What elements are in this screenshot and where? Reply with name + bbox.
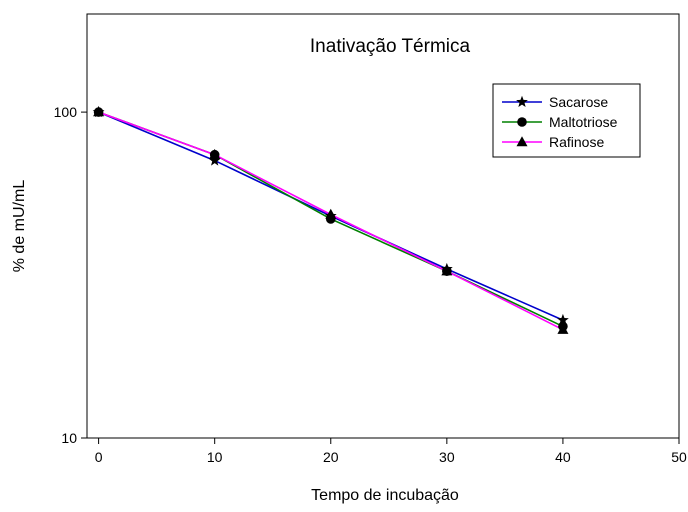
legend-marker-sacarose (516, 95, 528, 108)
data-point-rafinose (557, 323, 569, 334)
data-point-rafinose (209, 148, 221, 159)
y-tick-label: 100 (54, 104, 78, 120)
data-point-rafinose (441, 265, 453, 276)
x-tick-label: 10 (207, 449, 223, 465)
x-axis-label: Tempo de incubação (311, 487, 459, 504)
legend-label-maltotriose: Maltotriose (549, 114, 618, 130)
y-tick-label: 10 (61, 430, 77, 446)
legend: Sacarose Maltotriose Rafinose (492, 83, 641, 158)
data-series (92, 105, 569, 334)
x-tick-label: 50 (671, 449, 687, 465)
legend-label-sacarose: Sacarose (549, 94, 608, 110)
data-point-sacarose (208, 154, 221, 166)
data-point-sacarose (557, 313, 569, 326)
chart-title: Inativação Térmica (310, 36, 471, 57)
x-tick-label: 40 (555, 449, 571, 465)
data-point-rafinose (93, 106, 105, 117)
x-tick-label: 30 (439, 449, 455, 465)
data-point-rafinose (325, 208, 337, 219)
x-tick-label: 20 (323, 449, 339, 465)
x-tick-label: 0 (95, 449, 103, 465)
legend-marker-rafinose (516, 136, 528, 147)
legend-label-rafinose: Rafinose (549, 134, 604, 150)
y-axis-label: % de mU/mL (11, 180, 28, 273)
axis-ticks: 0 10 20 30 40 50 10 100 (54, 104, 687, 465)
legend-marker-maltotriose (517, 117, 527, 127)
plot-frame (86, 13, 680, 439)
